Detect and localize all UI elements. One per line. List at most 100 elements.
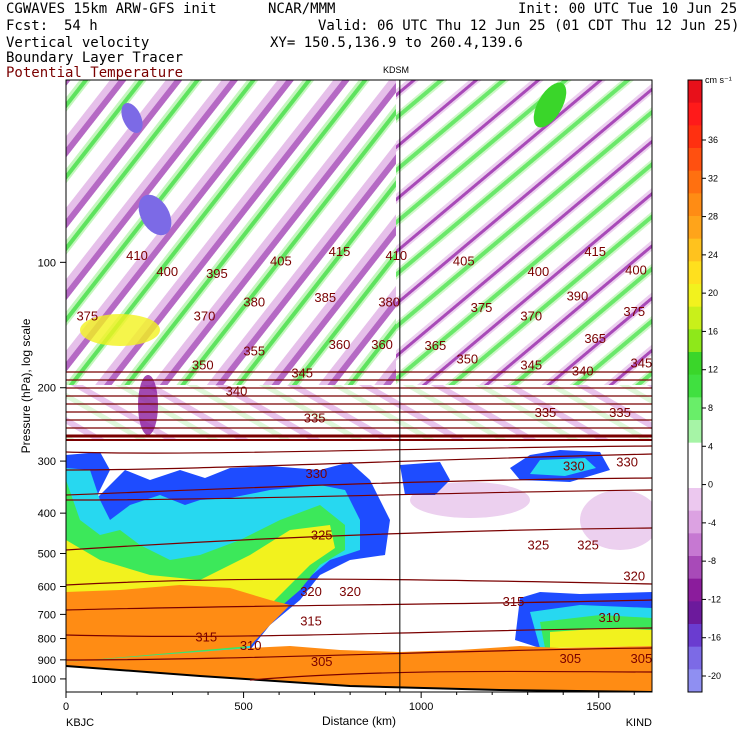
colorbar-label: 20 <box>708 288 718 298</box>
theta-label: 380 <box>378 294 400 309</box>
theta-label: 370 <box>520 308 542 323</box>
upper-tracer-blob <box>400 462 450 495</box>
theta-label: 305 <box>630 651 652 666</box>
theta-label: 365 <box>425 338 447 353</box>
theta-label: 320 <box>339 584 361 599</box>
downdraft-region <box>580 490 652 550</box>
colorbar-label: 24 <box>708 250 718 260</box>
colorbar-swatch <box>688 193 702 217</box>
colorbar-label: -8 <box>708 556 716 566</box>
below-ground <box>66 666 652 692</box>
cross-section-coords: XY= 150.5,136.9 to 260.4,139.6 <box>270 35 523 51</box>
colorbar-swatch <box>688 420 702 444</box>
theta-label: 320 <box>623 569 645 584</box>
colorbar-swatch <box>688 238 702 262</box>
downdraft-region <box>410 482 530 518</box>
colorbar-label: 0 <box>708 480 713 490</box>
colorbar-swatch <box>688 102 702 126</box>
theta-label: 400 <box>527 264 549 279</box>
terrain-line <box>66 665 652 692</box>
colorbar-swatch <box>688 125 702 149</box>
colorbar-label: 8 <box>708 403 713 413</box>
colorbar-swatch <box>688 578 702 602</box>
theta-label: 390 <box>567 288 589 303</box>
theta-contour-lines <box>66 371 652 681</box>
theta-label: 400 <box>625 262 647 277</box>
tracer-plume-yellow-right <box>550 628 652 648</box>
colorbar-swatch <box>688 601 702 625</box>
colorbar-swatch <box>688 624 702 648</box>
x-tick-label: 500 <box>234 701 252 713</box>
theta-label: 330 <box>306 466 328 481</box>
colorbar-swatch <box>688 646 702 670</box>
colorbar-label: 4 <box>708 441 713 451</box>
theta-label: 380 <box>243 294 265 309</box>
theta-label: 315 <box>195 629 217 644</box>
end-station-label: KIND <box>626 717 652 729</box>
field-vertical-velocity: Vertical velocity <box>6 35 150 51</box>
y-tick-label: 600 <box>38 581 56 593</box>
x-tick-label: 1000 <box>409 701 433 713</box>
theta-label: 400 <box>156 264 178 279</box>
y-tick-label: 100 <box>38 257 56 269</box>
updraft-core <box>80 314 160 346</box>
theta-label: 385 <box>314 290 336 305</box>
colorbar-label: 32 <box>708 173 718 183</box>
y-tick-label: 200 <box>38 383 56 395</box>
theta-label: 315 <box>503 594 525 609</box>
colorbar-swatch <box>688 170 702 194</box>
y-tick-label: 700 <box>38 609 56 621</box>
valid-time: Valid: 06 UTC Thu 12 Jun 25 (01 CDT Thu … <box>318 18 740 34</box>
theta-label: 305 <box>559 651 581 666</box>
downdraft-core <box>121 103 143 133</box>
colorbar-swatch <box>688 216 702 240</box>
theta-label: 415 <box>584 244 606 259</box>
colorbar-label: 12 <box>708 365 718 375</box>
theta-label: 345 <box>291 366 313 381</box>
theta-label: 375 <box>471 300 493 315</box>
theta-label: 375 <box>76 308 98 323</box>
colorbar-label: 16 <box>708 326 718 336</box>
theta-label: 395 <box>206 266 228 281</box>
theta-contour-labels: 410 415 410 415 400 395 405 405 400 400 375 370 380 3… <box>76 244 652 669</box>
theta-label: 415 <box>329 244 351 259</box>
theta-label: 345 <box>630 356 652 371</box>
theta-label: 325 <box>527 538 549 553</box>
colorbar-swatch <box>688 488 702 512</box>
theta-label: 410 <box>126 248 148 263</box>
y-tick-label: 800 <box>38 634 56 646</box>
plot-frame <box>65 79 653 693</box>
colorbar-label: 28 <box>708 212 718 222</box>
colorbar-swatch <box>688 261 702 285</box>
colorbar-swatch <box>688 465 702 489</box>
theta-label: 325 <box>311 527 333 542</box>
y-tick-label: 1000 <box>32 674 56 686</box>
theta-label: 330 <box>616 455 638 470</box>
theta-label: 410 <box>385 248 407 263</box>
colorbar-swatch <box>688 306 702 330</box>
x-axis-title: Distance (km) <box>322 714 396 728</box>
colorbar-label: -20 <box>708 671 721 681</box>
x-tick-label: 0 <box>63 701 69 713</box>
colorbar-swatch <box>688 510 702 534</box>
source-label: NCAR/MMM <box>268 1 336 17</box>
colorbar-label: 36 <box>708 135 718 145</box>
colorbar-frame <box>687 79 703 693</box>
y-tick-label: 500 <box>38 549 56 561</box>
colorbar-swatch <box>688 374 702 398</box>
y-tick-label: 400 <box>38 508 56 520</box>
colorbar-label: -4 <box>708 518 716 528</box>
y-axis-title: Pressure (hPa), log scale <box>19 318 33 453</box>
y-tick-label: 900 <box>38 655 56 667</box>
colorbar: 36 32 28 24 20 16 12 8 4 0 -4 -8 -12 -16 -20 <box>687 79 721 693</box>
upper-tracer-blob-inner <box>530 458 596 476</box>
updraft-core <box>533 82 567 128</box>
downdraft-core <box>138 375 158 435</box>
theta-label: 365 <box>584 331 606 346</box>
theta-label: 310 <box>599 610 621 625</box>
colorbar-swatch <box>688 148 702 172</box>
theta-label: 335 <box>304 411 326 426</box>
theta-label: 370 <box>194 308 216 323</box>
colorbar-swatch <box>688 442 702 466</box>
colorbar-swatch <box>688 352 702 376</box>
